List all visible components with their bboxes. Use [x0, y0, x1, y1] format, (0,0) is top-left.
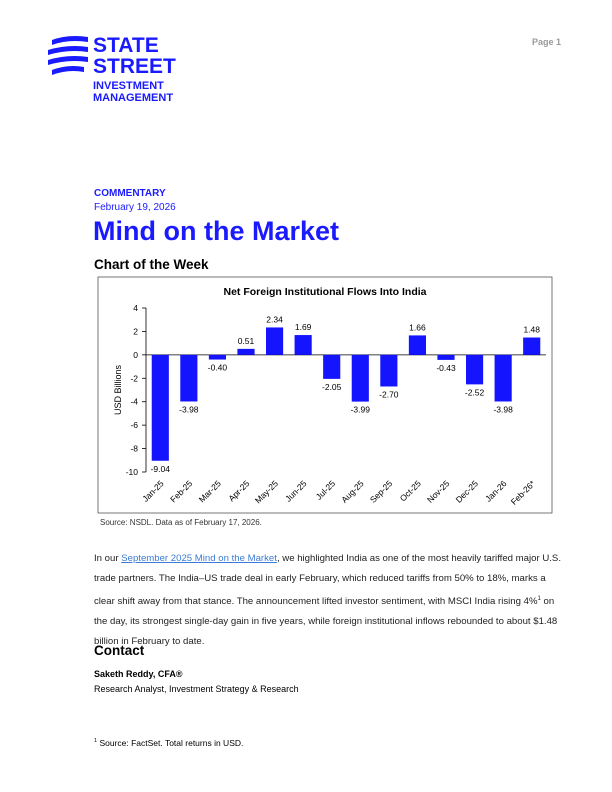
x-tick-label: Dec-25	[454, 478, 481, 505]
contact-role: Research Analyst, Investment Strategy & …	[94, 684, 299, 694]
contact-name: Saketh Reddy, CFA®	[94, 669, 183, 679]
y-tick-label: -6	[130, 420, 138, 430]
footnote: 1 Source: FactSet. Total returns in USD.	[94, 738, 243, 748]
y-tick-label: -10	[126, 467, 139, 477]
x-tick-label: Nov-25	[425, 478, 452, 505]
value-label: -3.99	[351, 405, 371, 415]
x-tick-label: Jan-25	[140, 478, 166, 504]
value-label: 0.51	[238, 336, 255, 346]
bar	[523, 337, 541, 355]
title: Mind on the Market	[93, 216, 340, 246]
text: In our	[94, 553, 122, 564]
value-label: 1.48	[523, 325, 540, 335]
value-label: -2.52	[465, 387, 485, 397]
bar	[294, 335, 312, 355]
value-label: -0.43	[436, 363, 456, 373]
bar	[408, 335, 426, 355]
bar	[266, 327, 284, 355]
value-label: -2.05	[322, 382, 342, 392]
value-label: 2.34	[266, 314, 283, 324]
footnote-marker: 1	[94, 738, 98, 745]
value-label: 1.66	[409, 322, 426, 332]
x-tick-label: Apr-25	[226, 478, 251, 503]
bar	[323, 354, 341, 379]
kicker: COMMENTARY	[94, 188, 166, 199]
y-axis-label: USD Billions	[113, 364, 123, 415]
bar	[351, 354, 369, 402]
value-label: -2.70	[379, 389, 399, 399]
paragraph: In our September 2025 Mind on the Market…	[94, 549, 564, 652]
bar	[237, 348, 255, 355]
x-tick-label: Feb-26*	[509, 478, 538, 507]
bar	[180, 354, 198, 402]
y-tick-label: 0	[133, 350, 138, 360]
value-label: -3.98	[179, 404, 199, 414]
page-label: Page 1	[532, 37, 561, 47]
y-tick-label: 4	[133, 303, 138, 313]
x-tick-label: Jun-25	[283, 478, 309, 504]
bar	[466, 354, 484, 385]
bar	[208, 354, 226, 360]
logo-mark	[48, 36, 88, 75]
x-tick-label: Aug-25	[339, 478, 366, 505]
x-tick-label: Sep-25	[368, 478, 395, 505]
bar	[437, 354, 455, 360]
bar	[380, 354, 398, 387]
chart-title: Net Foreign Institutional Flows Into Ind…	[224, 286, 427, 298]
footnote-ref: 1	[537, 596, 541, 602]
x-tick-label: Oct-25	[398, 478, 423, 503]
logo-text: INVESTMENT	[93, 80, 164, 92]
footnote-text: Source: FactSet. Total returns in USD.	[99, 738, 244, 748]
bar	[151, 354, 169, 461]
y-tick-label: -8	[130, 444, 138, 454]
x-tick-label: Jan-26	[483, 478, 509, 504]
chart-source: Source: NSDL. Data as of February 17, 20…	[100, 518, 262, 527]
value-label: 1.69	[295, 322, 312, 332]
y-tick-label: 2	[133, 326, 138, 336]
y-tick-label: -4	[130, 397, 138, 407]
value-label: -0.40	[208, 363, 228, 373]
chart-frame	[97, 276, 553, 514]
bar	[494, 354, 512, 402]
text: on the day, its strongest single-day gai…	[94, 596, 558, 648]
x-tick-label: Feb-25	[168, 478, 194, 504]
logo-text: MANAGEMENT	[93, 92, 173, 104]
logo-text: STATE	[93, 34, 159, 57]
x-tick-label: May-25	[253, 478, 280, 505]
link[interactable]: September 2025 Mind on the Market	[121, 553, 277, 564]
value-label: -3.98	[493, 404, 513, 414]
x-tick-label: Mar-25	[197, 478, 223, 504]
logo-text: STREET	[93, 55, 176, 78]
value-label: -9.04	[151, 464, 171, 474]
contact-heading: Contact	[94, 643, 145, 658]
y-tick-label: -2	[130, 373, 138, 383]
x-tick-label: Jul-25	[314, 478, 338, 502]
plot: -10 -8 -6 -4 -2 0 2 4 -9.04 Jan-25 -3.98 Feb-25 -0.4…	[126, 303, 546, 507]
date: February 19, 2026	[94, 202, 176, 213]
text: , we highlighted India as one of the mos…	[94, 553, 561, 608]
section-heading: Chart of the Week	[94, 257, 209, 272]
